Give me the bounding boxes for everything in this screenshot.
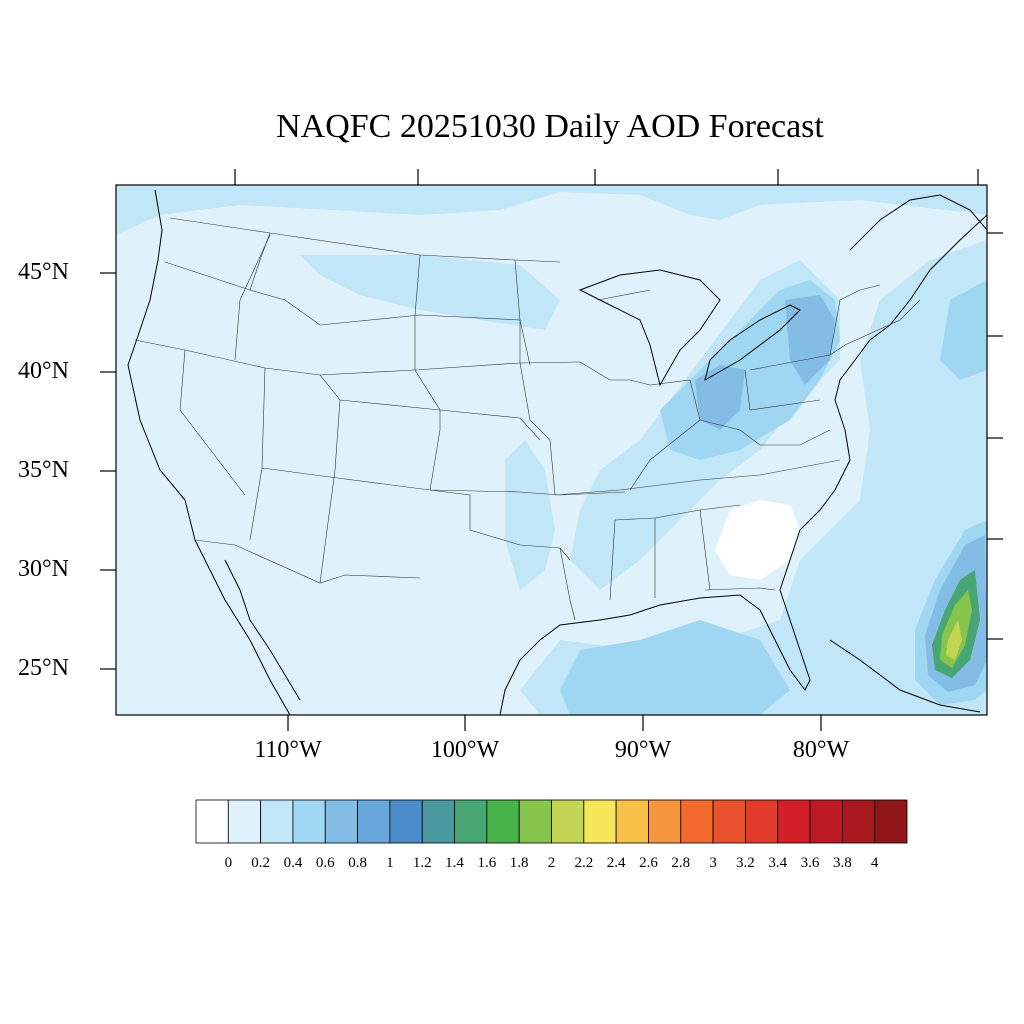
lake-erie [704, 304, 801, 382]
colorbar-tick-label: 2.2 [574, 855, 594, 871]
right-ticks [987, 232, 1003, 640]
colorbar-tick-label: 0.6 [315, 855, 335, 871]
canada-coast [849, 194, 987, 251]
colorbar-tick-label: 3.2 [736, 855, 755, 871]
colorbar-tick-label: 2 [547, 855, 556, 871]
colorbar-tick-label: 1.2 [412, 855, 432, 871]
great-lakes [578, 269, 721, 387]
colorbar-swatch [777, 799, 811, 844]
colorbar-swatch [357, 799, 391, 844]
colorbar-swatch [486, 799, 520, 844]
colorbar-swatch [389, 799, 423, 844]
colorbar-tick-label: 0.4 [283, 855, 303, 871]
lon-label-110w: 110°W [254, 737, 322, 763]
colorbar-tick-label: 2.8 [671, 855, 691, 871]
aod-band-southplains [505, 440, 555, 590]
colorbar-swatch [583, 799, 617, 844]
colorbar-tick-label: 1 [386, 855, 394, 871]
aod-band-penn [785, 295, 835, 385]
colorbar-swatch [518, 799, 552, 844]
top-ticks [234, 169, 979, 185]
pacific-coast [127, 189, 291, 715]
colorbar-tick-label: 0 [224, 855, 233, 871]
colorbar-swatch [615, 799, 649, 844]
aod-low-southeast [715, 500, 800, 580]
colorbar-swatch [809, 799, 843, 844]
lon-label-100w: 100°W [430, 737, 500, 763]
colorbar-tick-label: 0.2 [251, 855, 270, 871]
aod-band-indiana [695, 365, 745, 430]
colorbar-tick-label: 2.4 [606, 855, 626, 871]
aod-band-gulf [560, 620, 790, 715]
lat-label-30: 30°N [18, 556, 69, 582]
colorbar-tick-label: 1.4 [445, 855, 464, 871]
colorbar-tick-label: 2.6 [639, 855, 658, 871]
lon-label-80w: 80°W [792, 737, 850, 763]
bahamas-cuba [829, 639, 981, 713]
colorbar-tick-label: 3 [709, 855, 717, 871]
colorbar-swatch [195, 799, 229, 844]
colorbar-tick-label: 3.6 [800, 855, 820, 871]
colorbar-swatch [454, 799, 488, 844]
colorbar-tick-label: 3.4 [768, 855, 788, 871]
map-title: NAQFC 20251030 Daily AOD Forecast [276, 108, 824, 145]
colorbar-swatch [648, 799, 682, 844]
colorbar-tick-label: 1.8 [509, 855, 529, 871]
colorbar-swatch [421, 799, 455, 844]
colorbar-tick-label: 1.6 [477, 855, 497, 871]
colorbar-swatch [292, 799, 326, 844]
coastlines [127, 189, 987, 715]
lat-label-25: 25°N [18, 655, 69, 681]
left-ticks [100, 272, 116, 670]
colorbar-swatch [712, 799, 746, 844]
aod-band-plains [300, 255, 560, 330]
state-boundaries [134, 217, 921, 621]
colorbar-tick-label: 0.8 [348, 855, 367, 871]
colorbar-swatch [841, 799, 876, 844]
aod-band-atlantic [520, 240, 987, 715]
aod-plume-max [946, 620, 962, 660]
baja-coast [224, 559, 301, 701]
lat-label-45: 45°N [18, 259, 69, 285]
colorbar [195, 799, 908, 844]
colorbar-swatch [745, 799, 779, 844]
aod-band-east [940, 280, 987, 380]
colorbar-swatch [227, 799, 262, 844]
lat-label-40: 40°N [18, 358, 69, 384]
aod-field [116, 185, 987, 715]
colorbar-swatch [260, 799, 294, 844]
plot-frame [115, 184, 988, 716]
colorbar-swatch [874, 799, 908, 844]
colorbar-tick-label: 4 [870, 855, 879, 871]
bottom-ticks [287, 715, 822, 731]
colorbar-tick-label: 3.8 [832, 855, 852, 871]
lon-label-90w: 90°W [614, 737, 672, 763]
lat-label-35: 35°N [18, 457, 69, 483]
aod-band-north [116, 185, 987, 235]
colorbar-swatch [680, 799, 714, 844]
colorbar-swatch [324, 799, 358, 844]
colorbar-swatch [551, 799, 585, 844]
gulf-coast [499, 214, 987, 715]
